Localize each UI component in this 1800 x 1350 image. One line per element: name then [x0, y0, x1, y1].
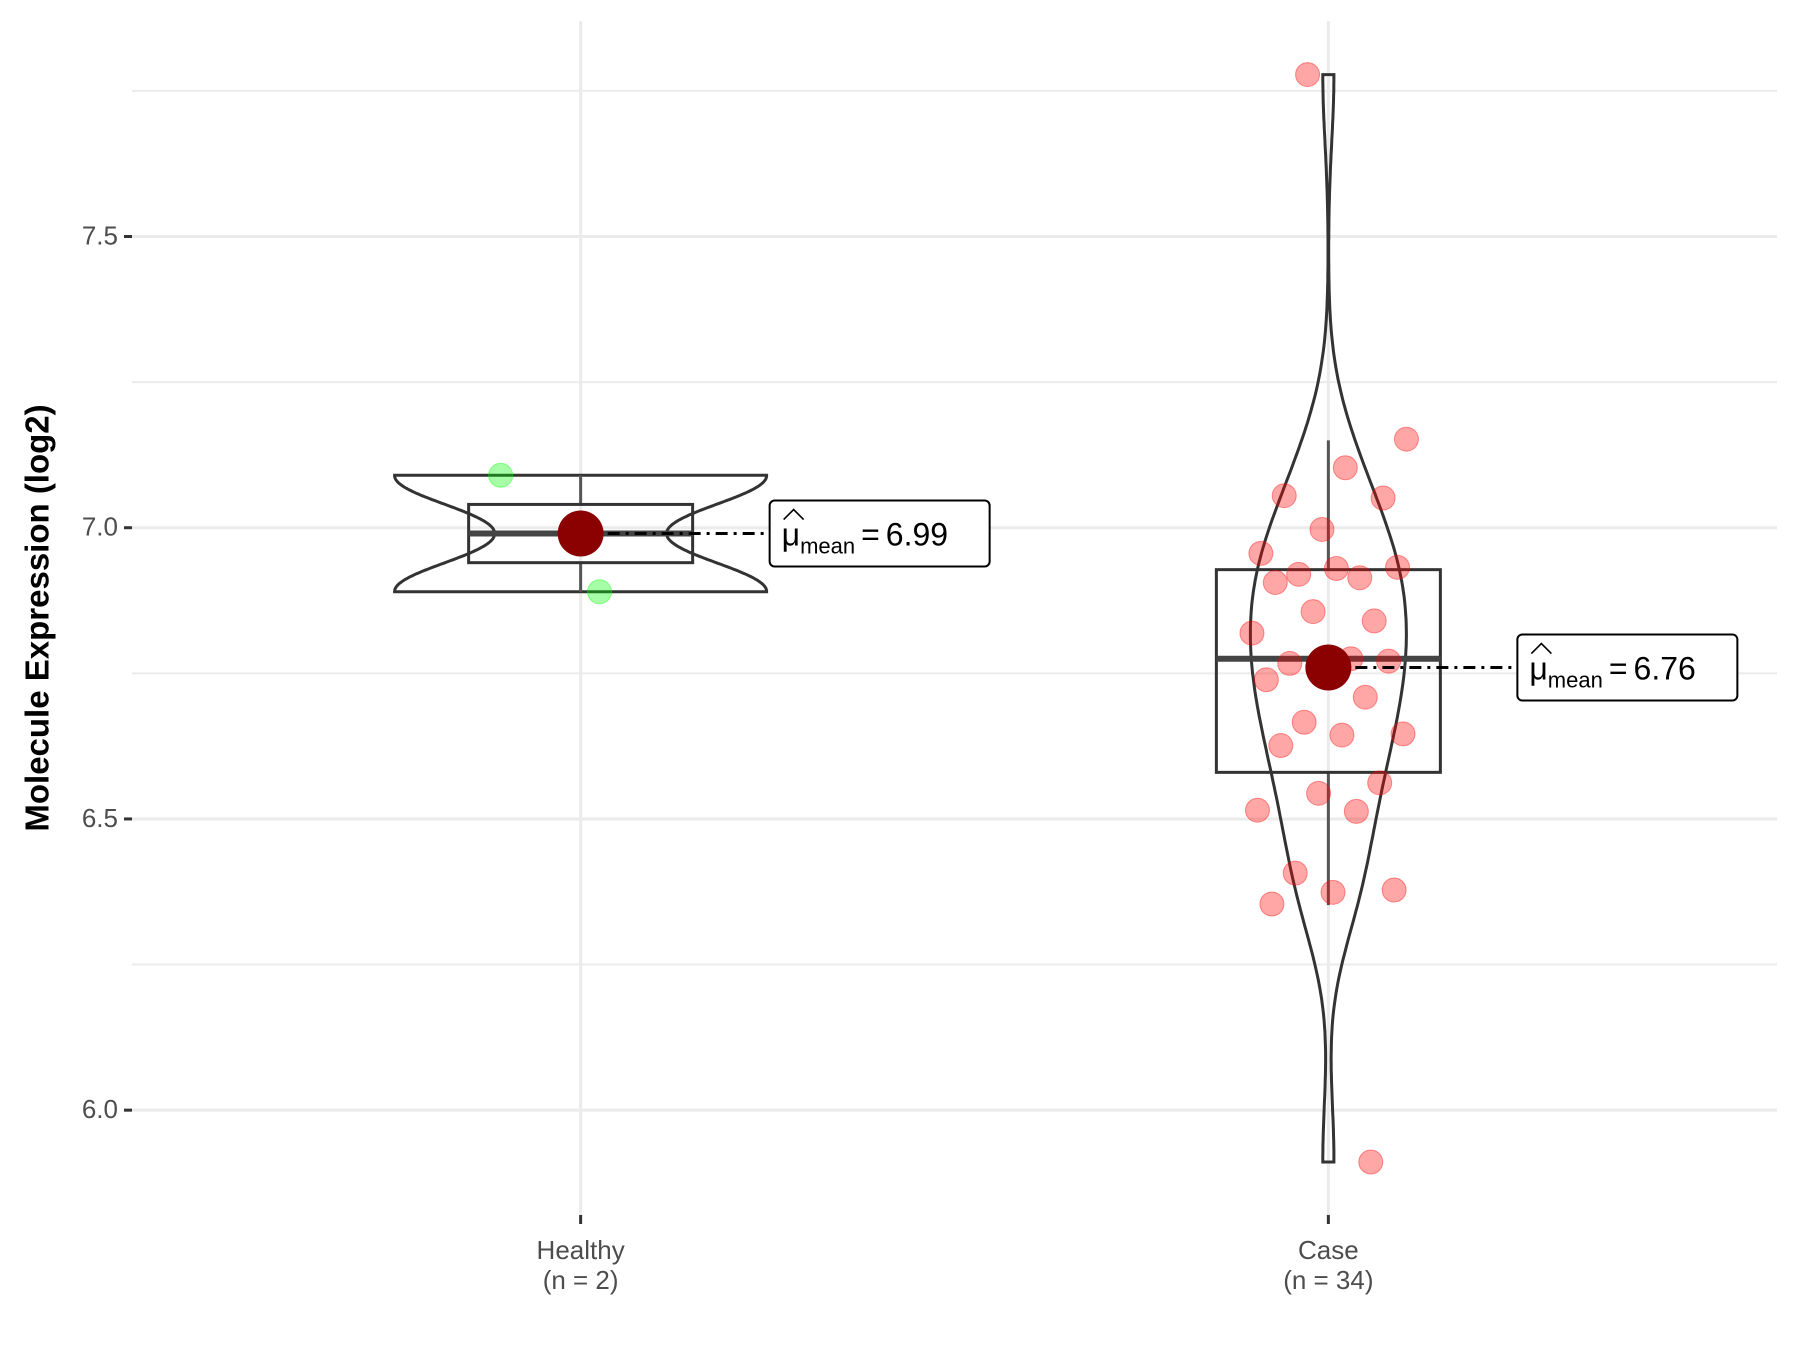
data-point	[1376, 648, 1402, 674]
data-point	[1277, 650, 1303, 676]
data-point	[1385, 554, 1411, 580]
mean-label-box	[1516, 633, 1739, 702]
data-point	[1332, 455, 1358, 481]
mean-label-box	[768, 499, 991, 568]
mean-value: 6.76	[1634, 651, 1696, 687]
data-point	[1329, 722, 1355, 748]
mean-subscript: mean	[800, 533, 855, 558]
data-point	[1361, 608, 1387, 634]
x-tick-sublabel: (n = 2)	[543, 1265, 619, 1295]
mean-label: μmean = 6.99	[782, 517, 948, 558]
mean-sign: =	[861, 517, 880, 553]
y-tick-label: 6.0	[82, 1094, 118, 1124]
mean-symbol: μ	[1529, 651, 1547, 687]
x-tick-sublabel: (n = 34)	[1283, 1265, 1373, 1295]
data-point	[1262, 569, 1288, 595]
data-point	[1367, 770, 1393, 796]
data-point	[1381, 877, 1407, 903]
x-tick-label: Case	[1298, 1235, 1359, 1265]
data-point	[1320, 879, 1346, 905]
data-point	[1268, 733, 1294, 759]
data-point	[1271, 483, 1297, 509]
violin	[1248, 73, 1408, 1164]
data-point	[1286, 561, 1312, 587]
data-point	[1370, 485, 1396, 511]
mean-sign: =	[1609, 651, 1628, 687]
data-point	[1244, 797, 1270, 823]
box	[1214, 568, 1442, 774]
data-point	[1358, 1149, 1384, 1175]
data-point	[1253, 667, 1279, 693]
mean-value: 6.99	[886, 517, 948, 553]
data-point	[1291, 709, 1317, 735]
data-point	[1309, 516, 1335, 542]
data-point	[587, 579, 613, 605]
data-point	[1347, 565, 1373, 591]
data-point	[1300, 599, 1326, 625]
data-point	[1248, 540, 1274, 566]
data-point	[1393, 426, 1419, 452]
y-tick-label: 7.5	[82, 220, 118, 250]
y-tick-label: 6.5	[82, 803, 118, 833]
data-point	[1239, 620, 1265, 646]
hat	[1530, 642, 1552, 655]
data-point	[1352, 684, 1378, 710]
data-point	[1306, 780, 1332, 806]
data-point	[488, 462, 514, 488]
y-axis-label: Molecule Expression (log2)	[19, 404, 56, 831]
data-point	[1259, 891, 1285, 917]
y-tick-label: 7.0	[82, 512, 118, 542]
mean-point	[1305, 644, 1352, 691]
data-point	[1282, 860, 1308, 886]
data-point	[1323, 555, 1349, 581]
mean-label: μmean = 6.76	[1529, 651, 1695, 692]
x-tick-label: Healthy	[537, 1235, 625, 1265]
data-point	[1343, 798, 1369, 824]
data-point	[1295, 62, 1321, 88]
mean-symbol: μ	[782, 517, 800, 553]
data-point	[1390, 721, 1416, 747]
hat	[783, 508, 805, 521]
mean-subscript: mean	[1548, 667, 1603, 692]
mean-point	[557, 510, 604, 557]
